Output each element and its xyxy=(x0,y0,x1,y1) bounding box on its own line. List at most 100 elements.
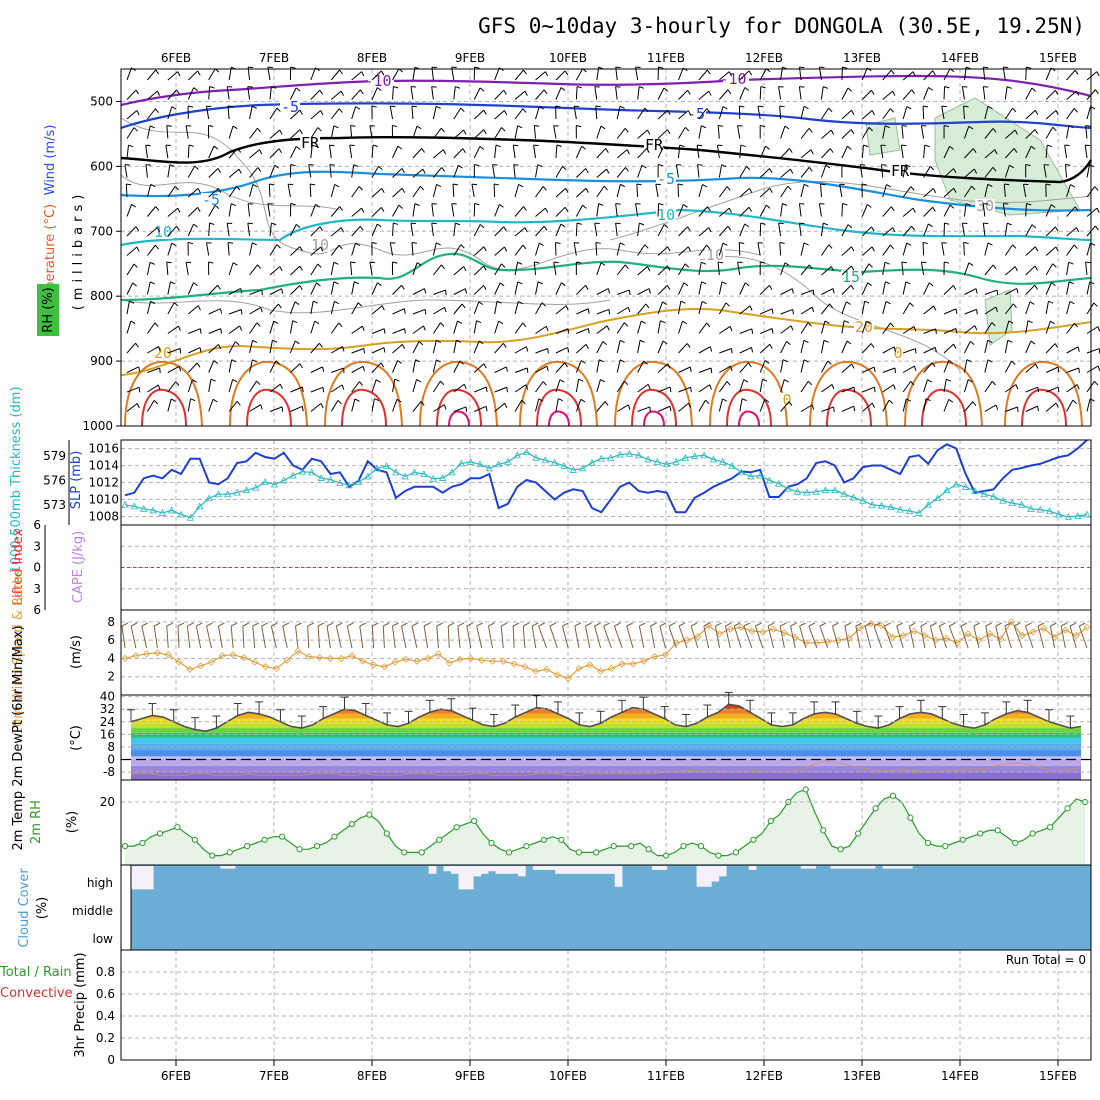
cape-label: CAPE (J/kg) xyxy=(71,531,86,603)
thickness-point xyxy=(308,468,316,476)
high-cloud-bar xyxy=(131,866,139,890)
upper-wind-barb xyxy=(739,305,753,315)
thickness-point xyxy=(420,470,428,477)
upper-wind-barb xyxy=(432,105,441,120)
upper-wind-barb xyxy=(902,325,917,334)
date-label: 6FEB xyxy=(161,51,191,65)
upper-wind-barb xyxy=(512,144,519,159)
wind-speed-point xyxy=(186,665,194,673)
upper-wind-barb xyxy=(147,346,161,354)
upper-wind-barb xyxy=(739,379,749,393)
upper-wind-barb xyxy=(1045,126,1057,139)
upper-wind-barb xyxy=(494,366,508,373)
upper-wind-barb xyxy=(739,70,753,81)
temperature-contour xyxy=(519,360,598,427)
thickness-point xyxy=(280,476,288,484)
upper-wind-barb xyxy=(227,242,234,256)
upper-wind-barb xyxy=(596,379,606,393)
upper-wind-barb xyxy=(309,183,316,198)
upper-wind-barb xyxy=(759,360,770,373)
wind-barb xyxy=(668,622,677,649)
thickness-point xyxy=(915,509,923,516)
upper-wind-barb xyxy=(657,164,664,178)
upper-wind-barb xyxy=(963,379,973,393)
upper-wind-barb xyxy=(718,89,732,100)
wind-barb xyxy=(206,622,213,649)
upper-wind-barb xyxy=(778,222,784,237)
thickness-point xyxy=(550,458,559,466)
thickness-point xyxy=(849,493,858,501)
upper-wind-barb xyxy=(698,206,711,217)
upper-wind-barb xyxy=(369,125,375,139)
cloud-level-label: middle xyxy=(72,904,113,918)
upper-wind-barb xyxy=(596,325,610,334)
thickness-point xyxy=(382,462,391,469)
upper-wind-barb xyxy=(698,244,711,256)
upper-wind-barb xyxy=(249,289,263,296)
upper-wind-barb xyxy=(555,105,561,120)
rh-point xyxy=(977,830,984,837)
upper-wind-barb xyxy=(1025,363,1039,373)
pressure-tick-label: 600 xyxy=(90,159,113,173)
high-cloud-bar xyxy=(138,866,147,890)
upper-wind-barb xyxy=(474,405,488,412)
upper-wind-barb xyxy=(657,129,671,139)
upper-wind-barb xyxy=(494,386,508,393)
upper-wind-barb xyxy=(371,328,386,334)
upper-wind-barb xyxy=(862,366,876,373)
upper-wind-barb xyxy=(984,339,993,354)
upper-wind-barb xyxy=(616,149,630,159)
rh-point xyxy=(889,792,897,799)
thickness-point xyxy=(1055,510,1063,518)
high-cloud-bar xyxy=(830,866,839,869)
temperature-contour xyxy=(536,388,582,427)
wind-barb xyxy=(960,622,969,649)
upper-wind-barb xyxy=(1025,265,1039,276)
thickness-point xyxy=(214,490,223,498)
wind-barb xyxy=(1060,622,1068,649)
upper-wind-barb xyxy=(187,70,201,81)
upper-wind-barb xyxy=(821,266,835,276)
upper-wind-barb xyxy=(882,261,890,276)
upper-wind-barb xyxy=(535,348,549,354)
wind-barb xyxy=(436,622,444,649)
upper-wind-barb xyxy=(513,164,519,178)
upper-wind-barb xyxy=(575,360,586,373)
thickness-point xyxy=(840,490,848,498)
wind-barb xyxy=(985,622,992,649)
upper-wind-barb xyxy=(820,164,831,178)
rh-point xyxy=(156,830,164,837)
upper-wind-barb xyxy=(882,244,895,256)
upper-wind-barb xyxy=(943,222,950,237)
contour-label-bg xyxy=(841,270,861,284)
upper-wind-barb xyxy=(902,365,917,373)
upper-wind-barb xyxy=(514,125,523,139)
contour-label-bg xyxy=(201,193,221,207)
upper-wind-barb xyxy=(617,289,631,296)
wind-speed-point xyxy=(553,671,561,679)
upper-wind-barb xyxy=(923,188,937,198)
temperature-contour xyxy=(548,410,570,427)
upper-wind-barb xyxy=(392,86,399,100)
wind-speed-point xyxy=(499,657,507,665)
upper-wind-barb xyxy=(780,125,790,139)
upper-wind-barb xyxy=(902,106,912,120)
upper-wind-barb xyxy=(943,261,950,276)
upper-wind-barb xyxy=(964,168,978,178)
wind-barb xyxy=(230,622,238,649)
upper-wind-barb xyxy=(371,187,385,198)
upper-wind-barb xyxy=(412,168,426,178)
upper-wind-barb xyxy=(310,300,318,315)
upper-wind-barb xyxy=(575,398,586,412)
upper-wind-barb xyxy=(351,381,364,393)
upper-wind-barb xyxy=(573,105,580,120)
upper-wind-barb xyxy=(535,325,549,334)
upper-wind-barb xyxy=(861,89,875,100)
high-cloud-bar xyxy=(696,866,705,887)
upper-wind-barb xyxy=(780,379,789,393)
upper-wind-barb xyxy=(902,207,916,217)
wind-barb xyxy=(973,622,981,649)
upper-wind-barb xyxy=(126,246,140,256)
upper-wind-barb xyxy=(1025,129,1039,139)
wind-speed-point xyxy=(899,632,907,640)
